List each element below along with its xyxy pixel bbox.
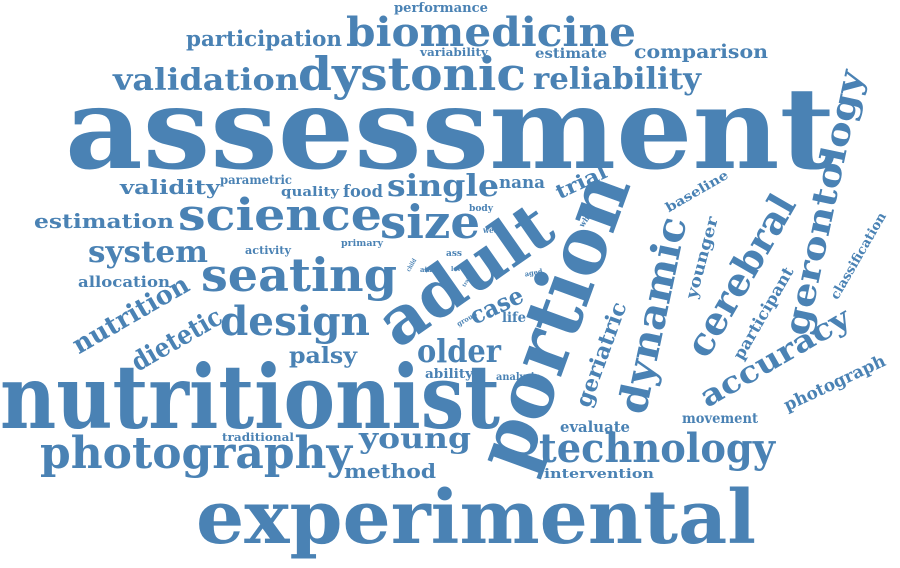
word-experimental: experimental [196,475,756,561]
word-biomedicine: biomedicine [346,9,636,56]
word-primary: primary [341,239,384,249]
word-dystonic: dystonic [298,47,526,101]
word-evaluate: evaluate [560,418,630,436]
word-ass: ass [446,249,462,259]
word-activity: activity [245,244,292,257]
word-method: method [344,459,436,483]
word-trait: trait [462,274,474,288]
word-body: body [469,204,494,214]
word-reliability: reliability [533,62,703,97]
word-nutritionist: nutritionist [0,345,500,449]
word-estimate: estimate [535,46,607,62]
word-ability: ability [425,367,473,382]
word-young: young [358,422,471,455]
word-nana: nana [499,173,545,193]
word-participation: participation [186,26,342,51]
word-design: design [220,298,370,345]
word-week: week [482,225,503,235]
word-validity: validity [119,175,222,199]
word-traditional: traditional [222,431,294,444]
word-variability: variability [419,46,489,59]
word-system: system [88,235,208,270]
word-comparison: comparison [634,41,768,63]
word-life: life [502,310,526,326]
word-validation: validation [112,63,299,98]
word-aged: aged [524,267,543,279]
word-analysis: analysis [496,372,540,383]
word-older: older [417,332,502,370]
word-food: food [343,182,383,202]
word-photography: photography [40,428,353,479]
word-seating: seating [201,248,397,302]
word-single: single [387,169,499,204]
word-intervention: intervention [544,467,655,482]
word-level: level [451,266,468,273]
word-performance: performance [394,1,488,16]
word-size: size [380,195,480,249]
word-movement: movement [682,411,758,427]
word-technology: technology [539,425,777,472]
word-science: science [178,190,382,241]
word-parametric: parametric [220,173,292,187]
word-palsy: palsy [289,343,358,369]
word-assessment: assessment [65,64,835,195]
word-quality: quality [281,185,340,200]
word-allocation: allocation [78,273,170,291]
word-aid: aid [420,265,432,274]
word-estimation: estimation [34,209,175,233]
